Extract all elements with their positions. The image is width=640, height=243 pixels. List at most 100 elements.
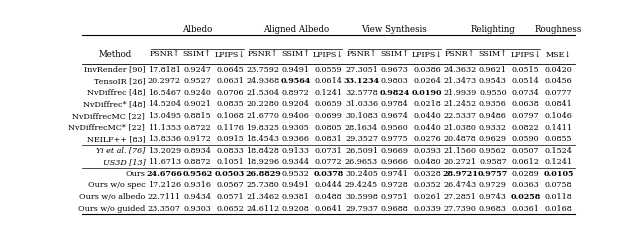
Text: TensoIR [26]: TensoIR [26] bbox=[93, 77, 145, 85]
Text: 27.3051: 27.3051 bbox=[345, 66, 378, 74]
Text: 0.0378: 0.0378 bbox=[314, 170, 344, 178]
Text: NvDiffrecMC [22]: NvDiffrecMC [22] bbox=[72, 112, 145, 120]
Text: 0.0328: 0.0328 bbox=[413, 170, 441, 178]
Text: 0.0440: 0.0440 bbox=[413, 112, 441, 120]
Text: 0.0777: 0.0777 bbox=[545, 89, 572, 97]
Text: 0.9775: 0.9775 bbox=[381, 135, 408, 143]
Text: 0.0645: 0.0645 bbox=[216, 66, 244, 74]
Text: 29.3527: 29.3527 bbox=[345, 135, 378, 143]
Text: LPIPS↓: LPIPS↓ bbox=[313, 50, 344, 58]
Text: 30.1083: 30.1083 bbox=[345, 112, 378, 120]
Text: 0.0363: 0.0363 bbox=[512, 182, 540, 190]
Text: 0.9356: 0.9356 bbox=[479, 100, 507, 108]
Text: Ours w/o albedo: Ours w/o albedo bbox=[79, 193, 145, 201]
Text: 0.0571: 0.0571 bbox=[216, 193, 244, 201]
Text: 0.0503: 0.0503 bbox=[215, 170, 245, 178]
Text: 31.0336: 31.0336 bbox=[345, 100, 378, 108]
Text: 21.5304: 21.5304 bbox=[246, 89, 280, 97]
Text: 0.9562: 0.9562 bbox=[479, 147, 507, 155]
Text: 13.0495: 13.0495 bbox=[148, 112, 181, 120]
Text: 0.9751: 0.9751 bbox=[380, 193, 408, 201]
Text: 18.8428: 18.8428 bbox=[246, 147, 280, 155]
Text: 28.9721: 28.9721 bbox=[442, 170, 478, 178]
Text: 0.0822: 0.0822 bbox=[512, 123, 540, 131]
Text: Yi et al. [76]: Yi et al. [76] bbox=[96, 147, 145, 155]
Text: 0.9587: 0.9587 bbox=[479, 158, 507, 166]
Text: 21.3473: 21.3473 bbox=[444, 77, 477, 85]
Text: 26.8829: 26.8829 bbox=[245, 170, 281, 178]
Text: 13.2029: 13.2029 bbox=[148, 147, 181, 155]
Text: 20.2280: 20.2280 bbox=[246, 100, 280, 108]
Text: 0.9824: 0.9824 bbox=[379, 89, 410, 97]
Text: 13.8336: 13.8336 bbox=[148, 135, 181, 143]
Text: 0.0258: 0.0258 bbox=[511, 193, 541, 201]
Text: 11.6713: 11.6713 bbox=[148, 158, 181, 166]
Text: 0.8972: 0.8972 bbox=[282, 89, 310, 97]
Text: View Synthesis: View Synthesis bbox=[362, 25, 428, 34]
Text: 0.0659: 0.0659 bbox=[315, 100, 342, 108]
Text: 21.0380: 21.0380 bbox=[444, 123, 476, 131]
Text: 0.8722: 0.8722 bbox=[184, 123, 211, 131]
Text: 0.8815: 0.8815 bbox=[184, 112, 211, 120]
Text: 0.9784: 0.9784 bbox=[380, 100, 408, 108]
Text: 23.7592: 23.7592 bbox=[246, 66, 280, 74]
Text: 0.1051: 0.1051 bbox=[216, 158, 244, 166]
Text: 0.0699: 0.0699 bbox=[315, 112, 342, 120]
Text: 0.0190: 0.0190 bbox=[412, 89, 442, 97]
Text: 26.4743: 26.4743 bbox=[444, 182, 477, 190]
Text: 0.9743: 0.9743 bbox=[479, 193, 507, 201]
Text: 0.0831: 0.0831 bbox=[315, 135, 342, 143]
Text: 0.1068: 0.1068 bbox=[216, 112, 244, 120]
Text: 0.9688: 0.9688 bbox=[380, 205, 408, 213]
Text: 0.9550: 0.9550 bbox=[479, 89, 507, 97]
Text: 30.2405: 30.2405 bbox=[345, 170, 378, 178]
Text: 0.0706: 0.0706 bbox=[216, 89, 244, 97]
Text: 0.0276: 0.0276 bbox=[413, 135, 441, 143]
Text: 0.9564: 0.9564 bbox=[280, 77, 311, 85]
Text: 0.0841: 0.0841 bbox=[545, 100, 572, 108]
Text: 0.0797: 0.0797 bbox=[512, 112, 540, 120]
Text: 0.9629: 0.9629 bbox=[479, 135, 507, 143]
Text: 0.9434: 0.9434 bbox=[183, 193, 211, 201]
Text: 0.9381: 0.9381 bbox=[282, 193, 310, 201]
Text: 0.0261: 0.0261 bbox=[413, 193, 441, 201]
Text: 0.0833: 0.0833 bbox=[216, 147, 244, 155]
Text: 0.9673: 0.9673 bbox=[380, 66, 408, 74]
Text: 0.0168: 0.0168 bbox=[545, 205, 572, 213]
Text: 20.4878: 20.4878 bbox=[444, 135, 476, 143]
Text: SSIM↑: SSIM↑ bbox=[380, 50, 409, 58]
Text: SSIM↑: SSIM↑ bbox=[282, 50, 310, 58]
Text: 18.9296: 18.9296 bbox=[246, 158, 280, 166]
Text: 0.0590: 0.0590 bbox=[512, 135, 540, 143]
Text: 0.0420: 0.0420 bbox=[545, 66, 572, 74]
Text: 0.8872: 0.8872 bbox=[184, 158, 211, 166]
Text: SSIM↑: SSIM↑ bbox=[479, 50, 508, 58]
Text: 0.0444: 0.0444 bbox=[315, 182, 342, 190]
Text: 0.0567: 0.0567 bbox=[216, 182, 244, 190]
Text: 0.9303: 0.9303 bbox=[183, 205, 211, 213]
Text: LPIPS↓: LPIPS↓ bbox=[510, 50, 541, 58]
Text: 21.3462: 21.3462 bbox=[246, 193, 280, 201]
Text: 0.0440: 0.0440 bbox=[413, 123, 441, 131]
Text: 0.0105: 0.0105 bbox=[543, 170, 574, 178]
Text: 0.1241: 0.1241 bbox=[315, 89, 342, 97]
Text: 0.9621: 0.9621 bbox=[479, 66, 507, 74]
Text: 20.2972: 20.2972 bbox=[148, 77, 181, 85]
Text: 17.8181: 17.8181 bbox=[148, 66, 181, 74]
Text: US3D [13]: US3D [13] bbox=[102, 158, 145, 166]
Text: 30.5998: 30.5998 bbox=[345, 193, 378, 201]
Text: 0.9543: 0.9543 bbox=[479, 77, 507, 85]
Text: 0.1176: 0.1176 bbox=[216, 123, 244, 131]
Text: 0.9669: 0.9669 bbox=[380, 147, 408, 155]
Text: 0.9532: 0.9532 bbox=[282, 170, 310, 178]
Text: 0.9247: 0.9247 bbox=[183, 66, 211, 74]
Text: 26.9653: 26.9653 bbox=[345, 158, 378, 166]
Text: 23.3507: 23.3507 bbox=[148, 205, 181, 213]
Text: 0.9366: 0.9366 bbox=[282, 135, 310, 143]
Text: 0.9486: 0.9486 bbox=[479, 112, 507, 120]
Text: 0.0805: 0.0805 bbox=[315, 123, 342, 131]
Text: 0.0393: 0.0393 bbox=[413, 147, 441, 155]
Text: PSNR↑: PSNR↑ bbox=[149, 50, 180, 58]
Text: 0.9757: 0.9757 bbox=[478, 170, 508, 178]
Text: 0.9491: 0.9491 bbox=[282, 66, 310, 74]
